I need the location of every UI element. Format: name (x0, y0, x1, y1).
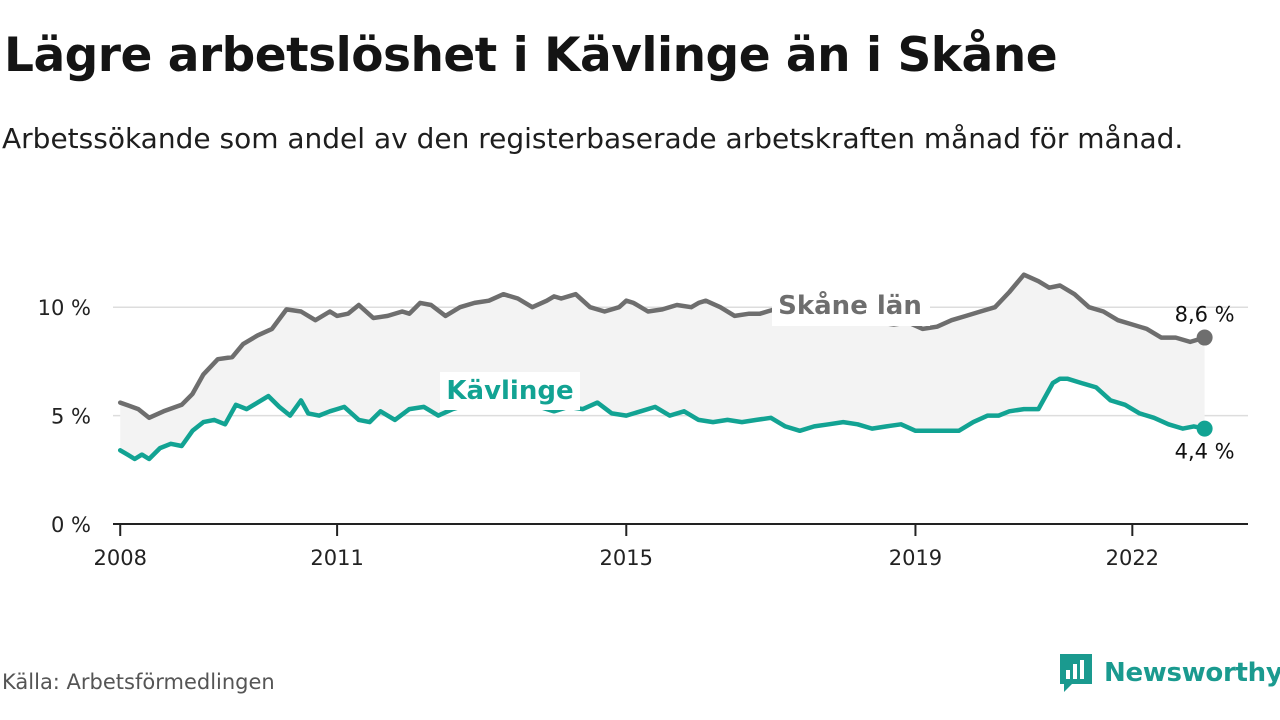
end-value-label-kavlinge: 4,4 % (1175, 440, 1235, 464)
brand-logo: Newsworthy (1058, 652, 1280, 694)
x-axis-ticks: 2008 2011 2015 2019 2022 (94, 524, 1159, 570)
label-background (440, 372, 580, 410)
source-note: Källa: Arbetsförmedlingen (2, 670, 275, 694)
gap-band (120, 274, 1205, 459)
y-tick-label: 0 % (51, 513, 91, 537)
series-line-skane (117, 272, 1207, 421)
end-value-label-skane: 8,6 % (1175, 303, 1235, 327)
series-label-skane: Skåne län (778, 289, 922, 321)
series-label-kavlinge: Kävlinge (446, 376, 573, 406)
x-tick-label: 2022 (1106, 546, 1159, 570)
y-tick-label: 5 % (51, 405, 91, 429)
end-point-skane (1196, 329, 1213, 346)
newsworthy-logo-icon (1060, 654, 1092, 692)
end-point-kavlinge (1196, 420, 1213, 437)
y-tick-label: 10 % (38, 296, 91, 320)
x-tick-label: 2015 (600, 546, 653, 570)
x-tick-label: 2008 (94, 546, 147, 570)
y-axis-ticks: 0 % 5 % 10 % (38, 296, 91, 537)
series-line-kavlinge (117, 376, 1207, 462)
x-tick-label: 2019 (889, 546, 942, 570)
series-labels: Skåne län 8,6 % Kävlinge 4,4 % (440, 288, 1235, 464)
label-background (772, 288, 930, 326)
x-tick-label: 2011 (310, 546, 363, 570)
series-lines (117, 272, 1213, 462)
line-chart: 0 % 5 % 10 % 2008 2011 2015 2019 2022 Skåne lä… (38, 272, 1248, 570)
brand-name: Newsworthy (1104, 658, 1280, 688)
chart-subtitle: Arbetssökande som andel av den registerb… (2, 122, 1184, 155)
chart-title: Lägre arbetslöshet i Kävlinge än i Skåne (4, 28, 1058, 83)
